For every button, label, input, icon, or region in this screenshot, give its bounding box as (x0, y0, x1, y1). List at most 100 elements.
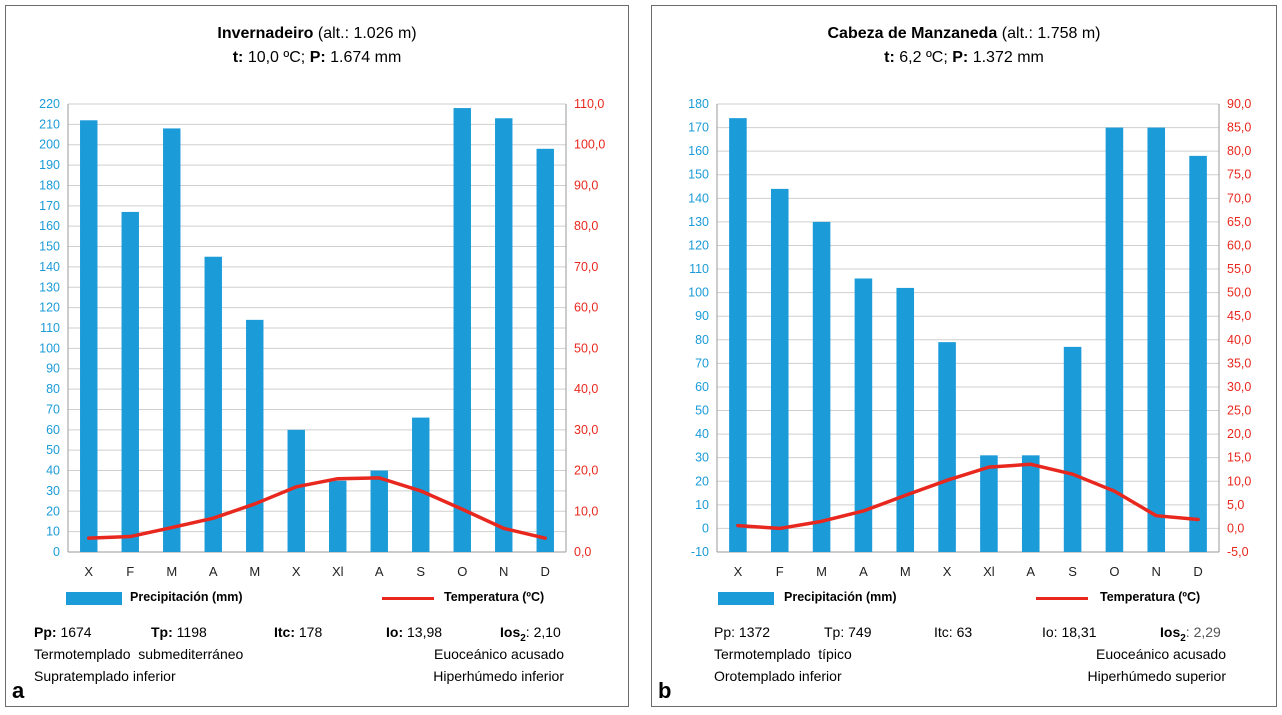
x-tick-label: X (943, 564, 952, 579)
station-altitude: (alt.: 1.026 m) (317, 25, 417, 42)
y-left-tick-label: 160 (39, 219, 60, 233)
y-left-tick-label: 20 (46, 504, 60, 518)
y-right-tick-label: 70,0 (1227, 191, 1251, 205)
precipitation-bar (287, 429, 305, 552)
y-right-tick-label: 40,0 (1227, 333, 1251, 347)
p-value: 1.372 mm (972, 49, 1044, 66)
chart-title: Invernadeiro (alt.: 1.026 m) t: 10,0 ºC;… (6, 22, 628, 70)
legend-line-label: Temperatura (ºC) (444, 590, 545, 604)
y-right-tick-label: 0,0 (1227, 521, 1244, 535)
y-right-tick-label: 80,0 (1227, 144, 1251, 158)
legend-line-swatch (382, 597, 434, 600)
x-tick-label: Xl (332, 564, 344, 579)
precipitation-bar (896, 287, 915, 552)
precipitation-bar (246, 319, 264, 552)
y-left-tick-label: 180 (688, 97, 709, 111)
y-left-tick-label: 120 (39, 301, 60, 315)
thermotype-horizon: Supratemplado inferior (34, 668, 176, 684)
y-left-tick-label: 50 (695, 404, 709, 418)
station-name: Invernadeiro (217, 25, 314, 42)
x-tick-label: A (1026, 564, 1035, 579)
y-left-tick-label: 90 (695, 309, 709, 323)
legend-line-swatch (1036, 597, 1088, 600)
y-right-tick-label: 90,0 (1227, 97, 1251, 111)
y-left-tick-label: 110 (689, 262, 709, 276)
y-right-tick-label: 25,0 (1227, 404, 1251, 418)
tp-stat: Tp: 1198 (151, 624, 207, 640)
y-left-tick-label: 170 (39, 199, 60, 213)
legend-line-label: Temperatura (ºC) (1100, 590, 1201, 604)
precipitation-bar (1105, 127, 1124, 552)
y-right-tick-label: 70,0 (574, 260, 598, 274)
y-right-tick-label: 60,0 (574, 301, 598, 315)
p-label: P: (309, 49, 326, 66)
p-label: P: (952, 49, 969, 66)
y-left-tick-label: 110 (40, 321, 60, 335)
x-tick-label: S (416, 564, 425, 579)
legend-bar-label: Precipitación (mm) (130, 590, 243, 604)
y-right-tick-label: 60,0 (1227, 238, 1251, 252)
x-tick-label: M (816, 564, 827, 579)
tp-stat: Tp: 749 (824, 624, 872, 640)
x-tick-label: O (457, 564, 467, 579)
precipitation-bar (938, 342, 956, 552)
station-altitude: (alt.: 1.758 m) (1001, 25, 1101, 42)
y-right-tick-label: 40,0 (574, 382, 598, 396)
y-left-tick-label: 140 (688, 191, 709, 205)
y-right-tick-label: 5,0 (1227, 498, 1244, 512)
y-left-tick-label: 60 (695, 380, 709, 394)
y-left-tick-label: 0 (702, 521, 709, 535)
y-right-tick-label: 10,0 (574, 504, 598, 518)
pp-stat: Pp: 1674 (34, 624, 92, 640)
precipitation-bar (812, 221, 831, 553)
x-tick-label: A (209, 564, 218, 579)
y-right-tick-label: 85,0 (1227, 121, 1251, 135)
x-tick-label: M (900, 564, 911, 579)
legend-bar-swatch (718, 592, 774, 605)
ios2-stat: Ios2: 2,10 (500, 624, 561, 644)
precipitation-bar (370, 470, 388, 552)
precipitation-bar (204, 256, 222, 552)
precipitation-bar (980, 455, 998, 552)
y-left-tick-label: 60 (46, 423, 60, 437)
climograph: 1801701601501401301201101009080706050403… (688, 97, 1251, 579)
y-right-tick-label: 15,0 (1227, 451, 1251, 465)
precipitation-bar (770, 188, 789, 552)
y-left-tick-label: 70 (46, 402, 60, 416)
y-left-tick-label: 160 (688, 144, 709, 158)
io-stat: Io: 18,31 (1042, 624, 1097, 640)
y-left-tick-label: 190 (39, 158, 60, 172)
y-right-tick-label: 80,0 (574, 219, 598, 233)
y-left-tick-label: 210 (39, 117, 60, 131)
y-left-tick-label: 150 (39, 240, 60, 254)
thermotype: Termotemplado típico (714, 646, 852, 662)
y-right-tick-label: 75,0 (1227, 168, 1251, 182)
climate-panel-a: Invernadeiro (alt.: 1.026 m) t: 10,0 ºC;… (5, 5, 629, 707)
y-left-tick-label: 100 (688, 286, 709, 300)
y-right-tick-label: 10,0 (1227, 474, 1251, 488)
precipitation-bar (1147, 127, 1166, 552)
y-left-tick-label: 40 (46, 464, 60, 478)
y-left-tick-label: 140 (39, 260, 60, 274)
x-tick-label: A (859, 564, 868, 579)
temperature-line (736, 462, 1200, 531)
ios2-stat: Ios2: 2,29 (1160, 624, 1221, 644)
precipitation-bar (163, 128, 181, 552)
x-tick-label: A (375, 564, 384, 579)
itc-stat: Itc: 63 (934, 624, 973, 640)
y-left-tick-label: 80 (695, 333, 709, 347)
y-right-tick-label: 110,0 (574, 97, 604, 111)
t-value: 6,2 ºC; (899, 49, 948, 66)
y-left-tick-label: 20 (695, 474, 709, 488)
y-right-tick-label: 55,0 (1227, 262, 1251, 276)
continentality: Euoceánico acusado (434, 646, 564, 662)
t-label: t: (884, 49, 895, 66)
y-right-tick-label: 100,0 (574, 138, 605, 152)
precipitation-bar (854, 278, 873, 552)
precipitation-bar (1189, 155, 1207, 552)
ombrotype: Hiperhúmedo inferior (433, 668, 564, 684)
climograph: 2202102001901801701601501401301201101009… (39, 97, 605, 579)
precipitation-bar (329, 480, 347, 552)
y-left-tick-label: 10 (46, 525, 60, 539)
y-left-tick-label: 30 (46, 484, 60, 498)
